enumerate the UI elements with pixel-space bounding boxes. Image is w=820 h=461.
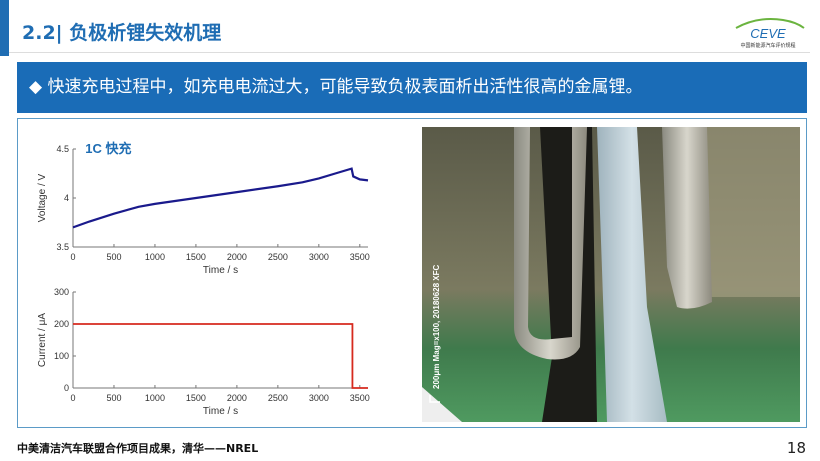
banner-text: 快速充电过程中，如充电电流过大，可能导致负极表面析出活性很高的金属锂。 <box>47 77 643 97</box>
key-point-banner: ◆ 快速充电过程中，如充电电流过大，可能导致负极表面析出活性很高的金属锂。 <box>17 62 807 113</box>
x-tick-label: 500 <box>106 393 121 403</box>
y-tick-label: 300 <box>54 287 69 297</box>
x-tick-label: 3500 <box>350 393 370 403</box>
page-number: 18 <box>786 439 806 457</box>
chart-annotation: 1C 快充 <box>85 141 131 156</box>
y-tick-label: 3.5 <box>56 242 69 252</box>
x-tick-label: 2000 <box>227 393 247 403</box>
lithium-plating-micrograph: 200μm Mag=x100, 20180628 XFC <box>422 127 800 422</box>
charge-charts: 0 500 1000 1500 2000 2500 3000 35003.544.5Time … <box>37 141 370 417</box>
x-tick-label: 1500 <box>186 393 206 403</box>
x-axis-label: Time / s <box>203 406 238 417</box>
x-tick-label: 2500 <box>268 252 288 262</box>
bullet-diamond-icon: ◆ <box>29 77 43 97</box>
voltage-series-line <box>72 167 369 229</box>
x-tick-label: 2500 <box>268 393 288 403</box>
svg-text:CEVE: CEVE <box>750 26 786 41</box>
x-axis-label: Time / s <box>203 265 238 276</box>
y-tick-label: 0 <box>64 383 69 393</box>
micrograph-caption: 200μm Mag=x100, 20180628 XFC <box>432 264 441 389</box>
x-tick-label: 2000 <box>227 252 247 262</box>
x-tick-label: 500 <box>106 252 121 262</box>
x-tick-label: 1000 <box>145 393 165 403</box>
y-tick-label: 200 <box>54 319 69 329</box>
y-axis-label: Current / μA <box>37 313 48 367</box>
header-divider <box>9 52 810 53</box>
y-tick-label: 4 <box>64 193 69 203</box>
page-title: 2.2| 负极析锂失效机理 <box>22 22 222 44</box>
svg-text:中国新能源汽车评价规程: 中国新能源汽车评价规程 <box>740 42 795 49</box>
x-tick-label: 0 <box>70 393 75 403</box>
y-tick-label: 100 <box>54 351 69 361</box>
x-tick-label: 3000 <box>309 252 329 262</box>
y-tick-label: 4.5 <box>56 144 69 154</box>
scale-bar <box>429 395 440 403</box>
source-footnote: 中美清洁汽车联盟合作项目成果，清华——NREL <box>17 442 259 455</box>
current-series-line <box>73 323 368 389</box>
x-tick-label: 3000 <box>309 393 329 403</box>
y-axis-label: Voltage / V <box>37 173 48 222</box>
ceve-logo: CEVE 中国新能源汽车评价规程 <box>735 18 805 49</box>
x-tick-label: 0 <box>70 252 75 262</box>
x-tick-label: 1500 <box>186 252 206 262</box>
x-tick-label: 1000 <box>145 252 165 262</box>
x-tick-label: 3500 <box>350 252 370 262</box>
title-accent-bar <box>0 0 9 56</box>
